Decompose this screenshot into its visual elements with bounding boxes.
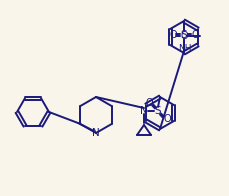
Text: S: S	[180, 30, 186, 40]
Text: O: O	[190, 30, 198, 40]
Text: O: O	[163, 114, 170, 124]
Text: N: N	[92, 128, 99, 138]
Text: O: O	[169, 30, 176, 40]
Text: NH: NH	[177, 44, 191, 53]
Text: O: O	[179, 31, 187, 41]
Text: N: N	[139, 106, 147, 116]
Text: O: O	[144, 98, 152, 108]
Text: S: S	[154, 106, 161, 116]
